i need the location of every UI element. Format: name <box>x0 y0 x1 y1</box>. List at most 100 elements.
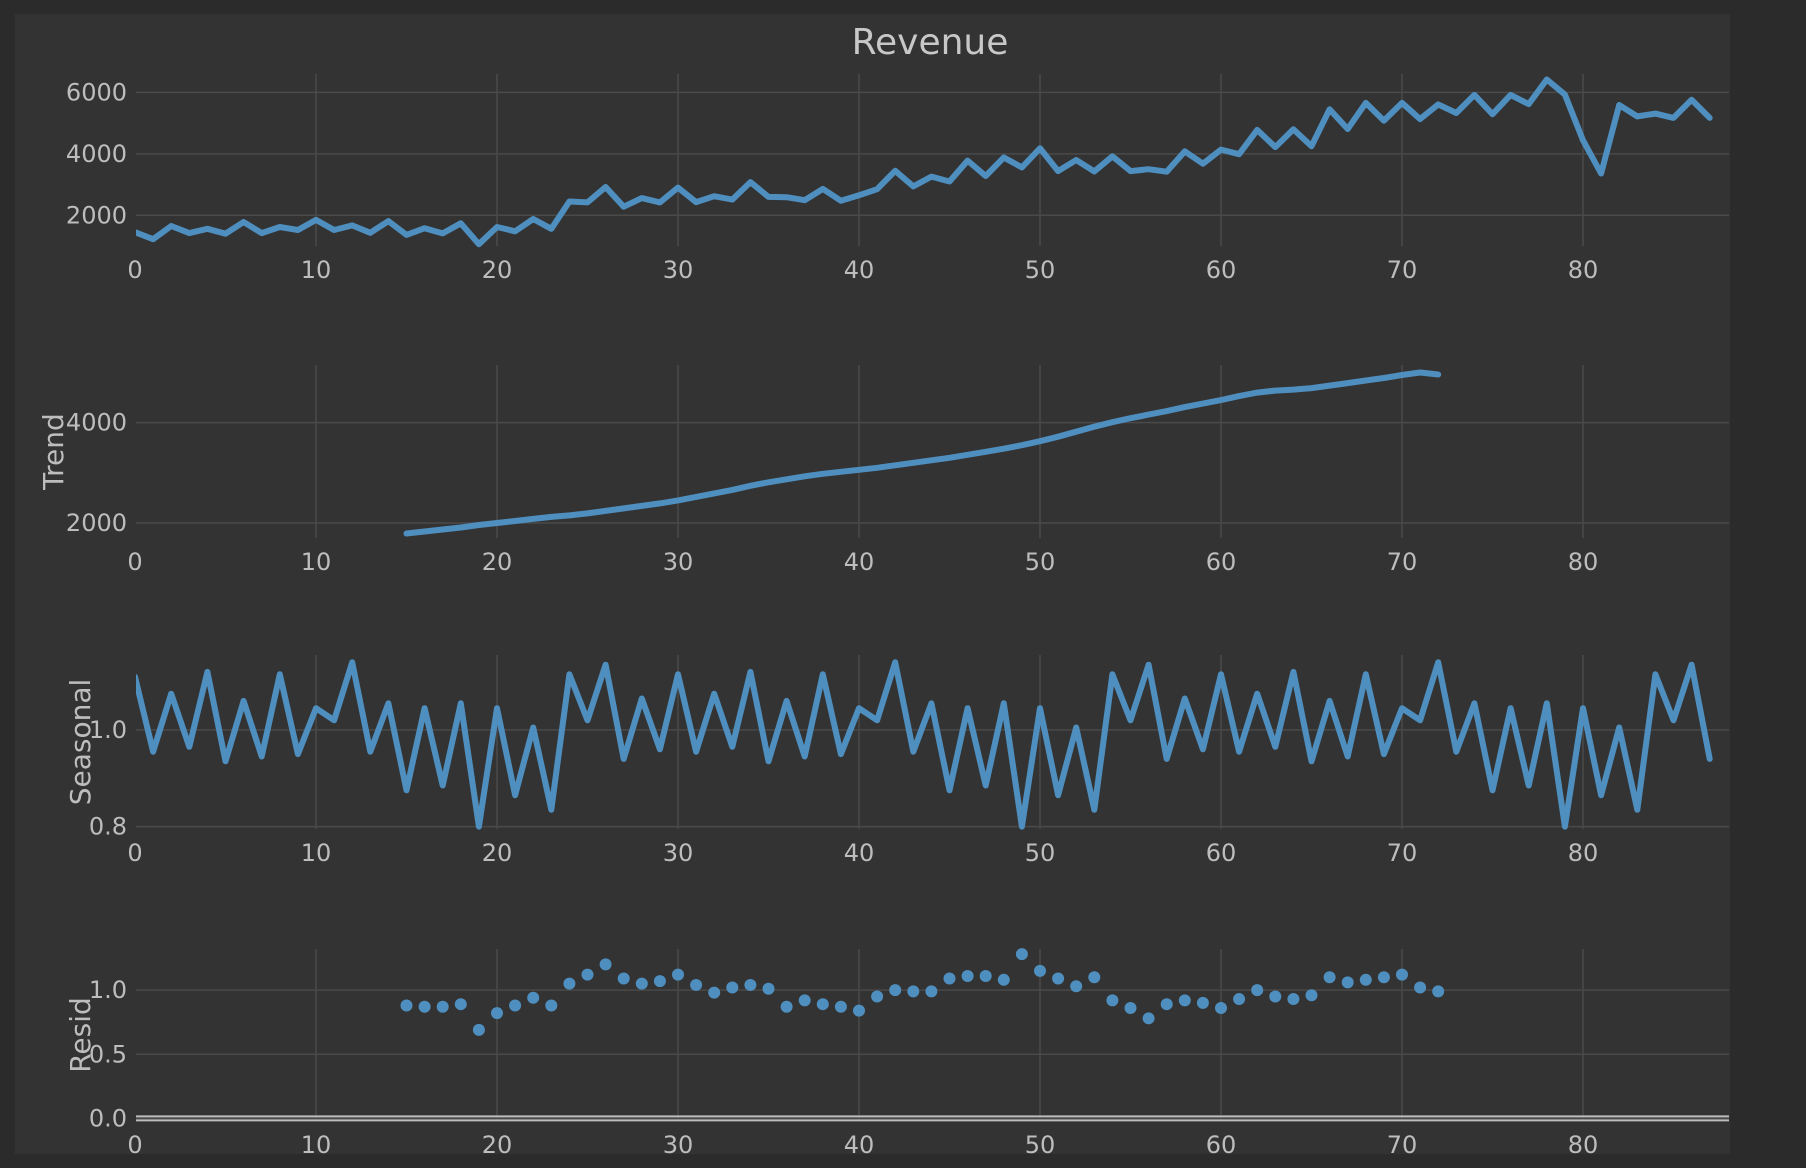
y-tick-label: 0.0 <box>89 1104 127 1132</box>
data-point <box>798 994 811 1007</box>
data-point <box>834 1000 847 1013</box>
x-tick-label: 60 <box>1206 839 1237 867</box>
x-tick-label: 0 <box>127 256 142 284</box>
data-point <box>509 999 522 1012</box>
data-point <box>961 969 974 982</box>
series-line <box>403 369 1442 537</box>
series-group <box>400 948 1445 1036</box>
x-tick-label: 20 <box>482 839 513 867</box>
data-point <box>1052 972 1065 985</box>
y-tick-label: 0.5 <box>89 1040 127 1068</box>
data-point <box>1160 998 1173 1011</box>
data-point <box>1305 989 1318 1002</box>
x-tick-label: 40 <box>844 1131 875 1154</box>
data-point <box>418 1000 431 1013</box>
data-point <box>1015 948 1028 961</box>
subplot-revenue: 0 10 20 30 40 50 60 70 80 2000 4000 6000 Revenue <box>66 22 1729 284</box>
y-tick-label: 2000 <box>66 201 127 229</box>
x-tick-label: 20 <box>482 1131 513 1154</box>
x-tick-label: 50 <box>1025 548 1056 576</box>
data-point <box>726 981 739 994</box>
x-tick-label: 70 <box>1387 1131 1418 1154</box>
x-tick-label: 10 <box>301 548 332 576</box>
data-point <box>744 978 757 991</box>
data-point <box>545 999 558 1012</box>
data-point <box>907 985 920 998</box>
y-tick-label: 2000 <box>66 509 127 537</box>
data-point <box>1178 994 1191 1007</box>
y-tick-label: 1.0 <box>89 976 127 1004</box>
data-point <box>1323 971 1336 984</box>
x-tick-label: 80 <box>1568 1131 1599 1154</box>
y-axis-label: Resid <box>64 997 97 1073</box>
series-group <box>136 76 1713 248</box>
series-group <box>403 369 1442 537</box>
data-point <box>1070 980 1083 993</box>
y-tick-label: 1.0 <box>89 716 127 744</box>
x-tick-label: 40 <box>844 256 875 284</box>
data-point <box>690 978 703 991</box>
y-tick-label: 6000 <box>66 78 127 106</box>
data-point <box>617 972 630 985</box>
y-tick-label: 4000 <box>66 409 127 437</box>
x-tick-label: 70 <box>1387 548 1418 576</box>
data-point <box>979 969 992 982</box>
data-point <box>563 977 576 990</box>
x-tick-label: 80 <box>1568 839 1599 867</box>
x-tick-label: 80 <box>1568 548 1599 576</box>
series-line <box>136 659 1713 830</box>
data-point <box>635 977 648 990</box>
data-point <box>400 999 413 1012</box>
x-tick-label: 10 <box>301 839 332 867</box>
data-point <box>708 986 721 999</box>
y-tick-label: 0.8 <box>89 813 127 841</box>
data-point <box>454 998 467 1011</box>
data-point <box>1088 971 1101 984</box>
data-point <box>581 968 594 981</box>
data-point <box>925 985 938 998</box>
data-point <box>1124 1002 1137 1015</box>
data-point <box>889 984 902 997</box>
data-point <box>1269 990 1282 1003</box>
x-tick-label: 40 <box>844 839 875 867</box>
data-point <box>1215 1002 1227 1015</box>
x-tick-label: 10 <box>301 1131 332 1154</box>
x-tick-label: 60 <box>1206 256 1237 284</box>
data-point <box>853 1004 865 1017</box>
x-tick-label: 20 <box>482 256 513 284</box>
x-tick-label: 30 <box>663 839 694 867</box>
x-tick-label: 10 <box>301 256 332 284</box>
data-point <box>762 982 775 995</box>
data-point <box>871 990 884 1003</box>
data-point <box>599 958 612 971</box>
data-point <box>653 975 666 988</box>
x-tick-label: 70 <box>1387 839 1418 867</box>
data-point <box>527 991 540 1004</box>
data-point <box>1359 973 1372 986</box>
data-point <box>780 1000 793 1013</box>
series-line <box>136 76 1713 248</box>
x-tick-label: 60 <box>1206 1131 1237 1154</box>
data-point <box>997 973 1010 986</box>
x-tick-label: 50 <box>1025 839 1056 867</box>
x-tick-label: 50 <box>1025 256 1056 284</box>
decomposition-figure: 0 10 20 30 40 50 60 70 80 2000 4000 6000 Revenue 0 10 2… <box>15 14 1730 1154</box>
data-point <box>491 1007 503 1020</box>
series-group <box>136 659 1713 830</box>
x-tick-label: 30 <box>663 256 694 284</box>
data-point <box>1196 996 1209 1009</box>
data-point <box>472 1023 485 1036</box>
x-tick-label: 40 <box>844 548 875 576</box>
data-point <box>672 968 684 981</box>
data-point <box>436 1000 449 1013</box>
x-tick-label: 80 <box>1568 256 1599 284</box>
data-point <box>943 972 956 985</box>
x-tick-label: 0 <box>127 548 142 576</box>
x-tick-label: 0 <box>127 839 142 867</box>
data-point <box>1287 993 1300 1006</box>
x-tick-label: 70 <box>1387 256 1418 284</box>
